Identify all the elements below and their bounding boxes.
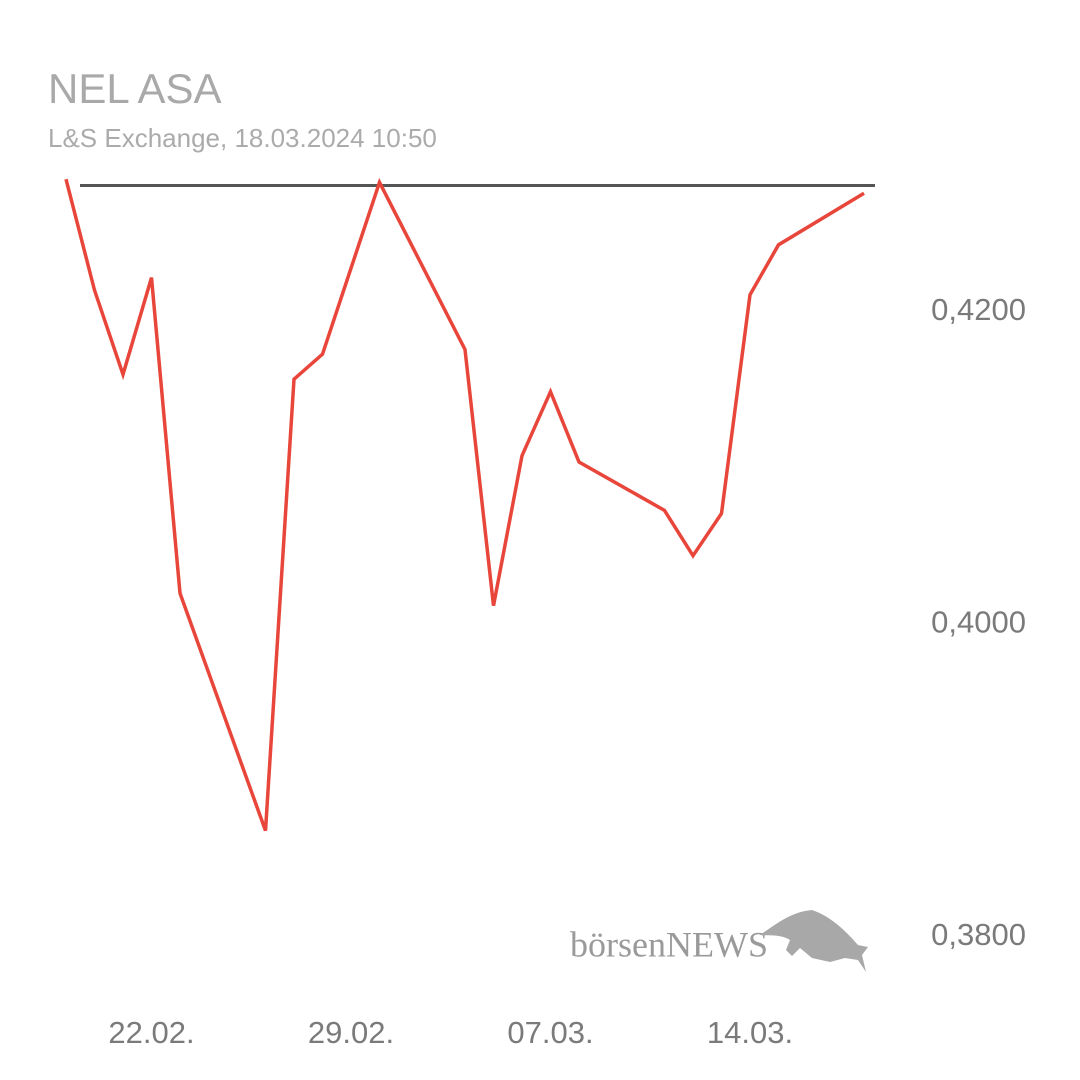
y-tick-label: 0,4200 [931, 292, 1026, 327]
watermark: börsenNEWS [570, 924, 768, 964]
bull-logo [760, 910, 868, 972]
y-tick-label: 0,3800 [931, 917, 1026, 952]
y-tick-label: 0,4000 [931, 605, 1026, 640]
x-tick-label: 14.03. [707, 1015, 793, 1050]
x-tick-label: 29.02. [308, 1015, 394, 1050]
x-tick-label: 07.03. [507, 1015, 593, 1050]
price-line [64, 177, 865, 832]
chart-subtitle: L&S Exchange, 18.03.2024 10:50 [48, 123, 437, 153]
chart-title: NEL ASA [48, 65, 222, 112]
x-tick-label: 22.02. [108, 1015, 194, 1050]
